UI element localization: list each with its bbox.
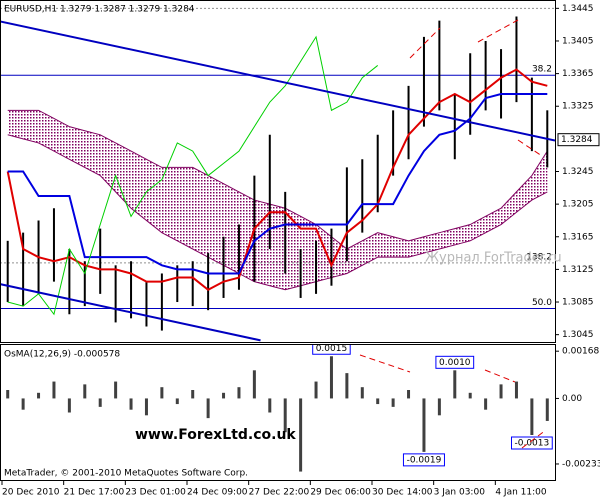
osma-bar	[437, 398, 441, 416]
osma-bar	[468, 392, 472, 399]
x-tick-label: 23 Dec 01:00	[125, 488, 186, 498]
osma-bar	[360, 387, 364, 399]
osma-bar	[314, 381, 318, 399]
fib-label: 38.2	[532, 65, 552, 75]
divergence	[521, 429, 547, 449]
y-tick-label: 1.3085	[562, 298, 594, 308]
osma-bar	[21, 398, 25, 410]
x-tick-label: 29 Dec 06:00	[310, 488, 371, 498]
y-tick-label: 1.3445	[562, 4, 594, 14]
site-label: www.ForexLtd.co.uk	[135, 427, 296, 443]
y-tick-label: 1.3365	[562, 69, 594, 79]
osma-bar	[52, 381, 56, 399]
x-tick-label: 21 Dec 17:00	[64, 488, 125, 498]
divergence	[359, 354, 411, 373]
y-tick-label: 1.3045	[562, 330, 594, 340]
osma-bar	[407, 390, 411, 399]
osma-panel	[0, 344, 556, 481]
trend-line	[1, 283, 261, 342]
osma-bar	[499, 384, 503, 399]
osma-bar	[222, 392, 226, 399]
osma-bar	[422, 398, 426, 452]
callout-box	[511, 436, 553, 450]
x-tick-label: 20 Dec 2010	[2, 488, 60, 498]
divergence-lines	[359, 19, 547, 449]
price-panel	[0, 0, 556, 343]
y-tick-label: 0.00168	[562, 347, 599, 357]
current-price-box	[557, 133, 600, 147]
y-tick-label: 1.3405	[562, 36, 594, 46]
y-tick-label: 0.00	[562, 394, 582, 404]
indicator-line	[7, 35, 379, 316]
cloud-edge	[7, 109, 548, 250]
x-tick-label: 27 Dec 22:00	[249, 488, 310, 498]
osma-bar	[206, 398, 210, 419]
osma-bar	[376, 398, 380, 405]
y-tick-label: 1.3205	[562, 200, 594, 210]
x-tick-label: 3 Jan 03:00	[434, 488, 486, 498]
osma-bar	[37, 392, 41, 399]
osma-bar	[160, 387, 164, 399]
divergence	[484, 369, 516, 383]
osma-bar	[283, 398, 287, 433]
osma-bar	[6, 390, 10, 399]
osma-bar	[391, 398, 395, 407]
osma-bar	[514, 381, 518, 399]
osma-bar	[252, 370, 256, 399]
osma-bar	[530, 398, 534, 435]
x-tick-label: 30 Dec 14:00	[372, 488, 433, 498]
osma-bar	[129, 398, 133, 410]
osma-title: OsMA(12,26,9) -0.000578	[4, 350, 120, 360]
osma-bar	[329, 356, 333, 399]
osma-bar	[114, 381, 118, 399]
axes: 1.3445 1.3405 1.3365 1.3325 1.3245 1.3205 1.31…	[1, 4, 600, 498]
callout-label: -0.0019	[407, 455, 442, 465]
osma-bar	[299, 398, 303, 472]
osma-plot: 0.0015 -0.0019 0.0010 -0.0013	[6, 344, 553, 472]
footer: MetaTrader, © 2001-2010 MetaQuotes Softw…	[4, 469, 248, 479]
callout-label: -0.0013	[515, 439, 550, 449]
callout-box	[312, 345, 351, 355]
divergence	[477, 19, 519, 43]
osma-bar	[191, 390, 195, 399]
fib-label: 50.0	[532, 298, 552, 308]
y-tick-label: 1.3125	[562, 265, 594, 275]
osma-bar	[144, 398, 148, 416]
indicator-line	[6, 68, 548, 291]
osma-bar	[98, 398, 102, 407]
divergence	[409, 27, 441, 59]
y-tick-label: 1.3245	[562, 167, 594, 177]
osma-bar	[453, 370, 457, 399]
osma-bar	[175, 398, 179, 405]
osma-bar	[67, 398, 71, 413]
osma-bar	[83, 384, 87, 399]
osma-bar	[345, 373, 349, 399]
osma-bar	[545, 398, 549, 421]
y-tick-label: 1.3165	[562, 232, 594, 242]
osma-bar	[268, 398, 272, 413]
callout-box	[435, 355, 475, 369]
divergence	[517, 139, 543, 157]
callout-label: 0.0015	[316, 344, 348, 354]
y-tick-label: 1.3325	[562, 102, 594, 112]
callout-box	[402, 453, 445, 467]
y-tick-label: -0.00233	[562, 459, 600, 469]
cloud	[7, 110, 548, 290]
indicator-line	[7, 93, 548, 275]
osma-bar	[237, 387, 241, 399]
fib-label: 138.2	[526, 252, 552, 262]
x-tick-label: 24 Dec 09:00	[187, 488, 248, 498]
price-plot: 38.2 138.2 50.0	[1, 7, 555, 342]
callout-label: 0.0010	[439, 358, 471, 368]
current-price-label: 1.3284	[561, 135, 593, 145]
osma-bar	[484, 398, 488, 410]
price-title: EURUSD,H1 1.3279 1.3287 1.3279 1.3284	[4, 5, 195, 15]
trend-line	[1, 20, 555, 142]
cloud-edge	[7, 134, 548, 291]
x-tick-label: 4 Jan 11:00	[495, 488, 547, 498]
watermark: Журнал ForTrader.ru	[425, 251, 562, 266]
